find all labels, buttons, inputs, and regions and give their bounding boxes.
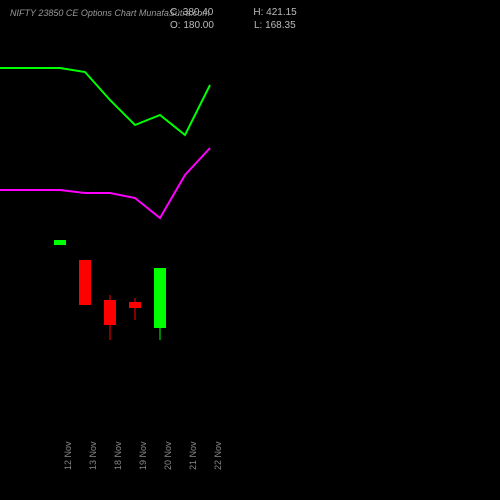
- candle-body: [154, 268, 166, 328]
- x-tick-label: 13 Nov: [88, 441, 98, 470]
- candle-body: [79, 260, 91, 305]
- x-tick-label: 22 Nov: [213, 441, 223, 470]
- x-tick-label: 19 Nov: [138, 441, 148, 470]
- x-tick-label: 20 Nov: [163, 441, 173, 470]
- line-series-upper: [0, 68, 210, 135]
- x-tick-label: 18 Nov: [113, 441, 123, 470]
- candle-body: [129, 302, 141, 308]
- options-chart: NIFTY 23850 CE Options Chart MunafaSutra…: [0, 0, 500, 500]
- x-tick-label: 21 Nov: [188, 441, 198, 470]
- candle-body: [54, 240, 66, 245]
- candle-body: [104, 300, 116, 325]
- x-tick-label: 12 Nov: [63, 441, 73, 470]
- plot-svg: [0, 0, 500, 500]
- line-series-lower: [0, 148, 210, 218]
